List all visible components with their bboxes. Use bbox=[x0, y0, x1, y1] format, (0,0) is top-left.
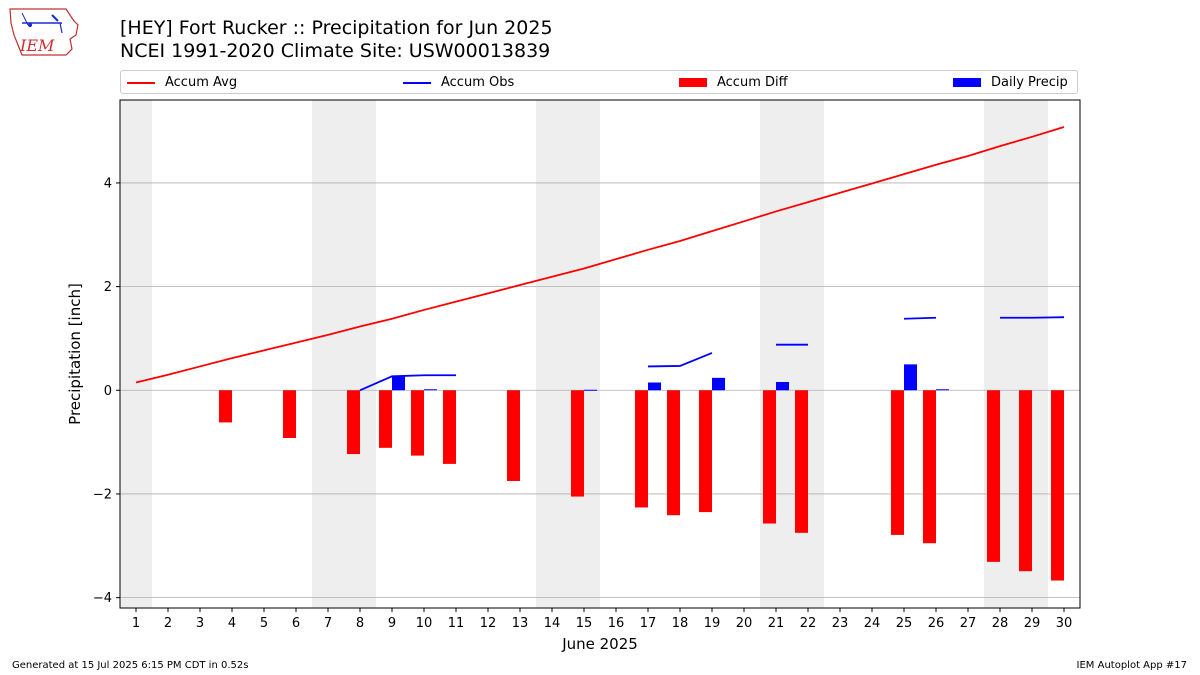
accum-diff-bar bbox=[571, 390, 584, 497]
plot-frame bbox=[119, 99, 1081, 609]
x-tick-label: 20 bbox=[736, 616, 753, 631]
legend-label: Daily Precip bbox=[991, 75, 1068, 90]
accum-diff-bar bbox=[891, 390, 904, 535]
accum-diff-bar bbox=[667, 390, 680, 516]
x-tick-label: 27 bbox=[960, 616, 977, 631]
accum-diff-bar bbox=[763, 390, 776, 524]
accum-obs-line bbox=[903, 316, 937, 320]
legend-swatch bbox=[403, 81, 431, 84]
accum-obs-line bbox=[647, 352, 713, 368]
legend: Accum Avg Accum Obs Accum Diff Daily Precip bbox=[120, 70, 1078, 94]
accum-diff-bar bbox=[283, 390, 296, 438]
legend-swatch bbox=[127, 81, 155, 84]
accum-avg-line bbox=[135, 126, 1065, 384]
accum-diff-bar bbox=[507, 390, 520, 481]
daily-precip-bar bbox=[904, 364, 917, 391]
accum-diff-bar bbox=[635, 390, 648, 508]
logo-text: IEM bbox=[19, 36, 55, 55]
generated-footer: Generated at 15 Jul 2025 6:15 PM CDT in … bbox=[12, 660, 249, 671]
x-tick-label: 30 bbox=[1056, 616, 1073, 631]
legend-item: Accum Obs bbox=[403, 74, 514, 92]
x-tick-label: 15 bbox=[576, 616, 593, 631]
x-tick-label: 29 bbox=[1024, 616, 1041, 631]
x-tick-label: 22 bbox=[800, 616, 817, 631]
daily-precip-bar bbox=[712, 377, 725, 391]
y-axis-label: Precipitation [inch] bbox=[66, 283, 84, 425]
x-tick-label: 9 bbox=[388, 616, 396, 631]
accum-diff-bar bbox=[1019, 390, 1032, 572]
legend-item: Accum Avg bbox=[127, 74, 237, 92]
x-tick-label: 25 bbox=[896, 616, 913, 631]
iem-logo: IEM bbox=[8, 5, 80, 59]
daily-precip-bar bbox=[424, 389, 437, 391]
legend-label: Accum Avg bbox=[165, 75, 238, 90]
legend-item: Daily Precip bbox=[953, 74, 1068, 92]
x-tick-label: 24 bbox=[864, 616, 881, 631]
legend-item: Accum Diff bbox=[679, 74, 788, 92]
legend-swatch bbox=[679, 78, 707, 87]
x-tick-label: 10 bbox=[416, 616, 433, 631]
daily-precip-bar bbox=[584, 389, 597, 391]
x-tick-label: 16 bbox=[608, 616, 625, 631]
x-tick-label: 14 bbox=[544, 616, 561, 631]
daily-precip-bar bbox=[392, 376, 405, 391]
x-axis-label: June 2025 bbox=[561, 635, 638, 653]
chart-subtitle: NCEI 1991-2020 Climate Site: USW00013839 bbox=[120, 40, 551, 62]
x-tick-label: 17 bbox=[640, 616, 657, 631]
app-footer: IEM Autoplot App #17 bbox=[1076, 660, 1187, 671]
y-tick-label: 2 bbox=[104, 280, 112, 295]
x-tick-label: 21 bbox=[768, 616, 785, 631]
y-tick-label: 4 bbox=[104, 176, 112, 191]
accum-diff-bar bbox=[699, 390, 712, 513]
x-tick-label: 11 bbox=[448, 616, 465, 631]
x-tick-label: 4 bbox=[228, 616, 236, 631]
x-tick-label: 2 bbox=[164, 616, 172, 631]
accum-diff-bar bbox=[1051, 390, 1064, 581]
weekend-band bbox=[120, 100, 152, 608]
weekend-band bbox=[536, 100, 600, 608]
legend-label: Accum Obs bbox=[441, 75, 515, 90]
x-tick-label: 12 bbox=[480, 616, 497, 631]
x-tick-label: 23 bbox=[832, 616, 849, 631]
iem-iowa-logo-icon: IEM bbox=[9, 8, 79, 56]
accum-diff-bar bbox=[219, 390, 232, 423]
accum-diff-bar bbox=[347, 390, 360, 455]
accum-diff-bar bbox=[795, 390, 808, 533]
weekend-band bbox=[312, 100, 376, 608]
legend-label: Accum Diff bbox=[717, 75, 788, 90]
accum-obs-line bbox=[359, 374, 456, 392]
x-tick-label: 19 bbox=[704, 616, 721, 631]
accum-diff-bar bbox=[443, 390, 456, 464]
y-tick-label: −2 bbox=[93, 487, 112, 502]
x-tick-label: 5 bbox=[260, 616, 268, 631]
x-tick-label: 8 bbox=[356, 616, 364, 631]
accum-diff-bar bbox=[411, 390, 424, 456]
x-tick-label: 26 bbox=[928, 616, 945, 631]
accum-diff-bar bbox=[987, 390, 1000, 562]
weekend-band bbox=[760, 100, 824, 608]
x-tick-label: 3 bbox=[196, 616, 204, 631]
chart-title: [HEY] Fort Rucker :: Precipitation for J… bbox=[120, 17, 553, 39]
accum-obs-line bbox=[1000, 316, 1065, 319]
y-tick-label: −4 bbox=[93, 591, 112, 606]
daily-precip-bar bbox=[776, 381, 789, 391]
x-tick-label: 18 bbox=[672, 616, 689, 631]
daily-precip-bar bbox=[936, 389, 949, 391]
y-tick-label: 0 bbox=[104, 384, 112, 399]
accum-diff-bar bbox=[923, 390, 936, 544]
x-tick-label: 7 bbox=[324, 616, 332, 631]
accum-diff-bar bbox=[379, 390, 392, 448]
daily-precip-bar bbox=[648, 382, 661, 391]
x-tick-label: 6 bbox=[292, 616, 300, 631]
legend-swatch bbox=[953, 78, 981, 87]
x-tick-label: 1 bbox=[132, 616, 140, 631]
x-tick-label: 28 bbox=[992, 616, 1009, 631]
x-tick-label: 13 bbox=[512, 616, 529, 631]
